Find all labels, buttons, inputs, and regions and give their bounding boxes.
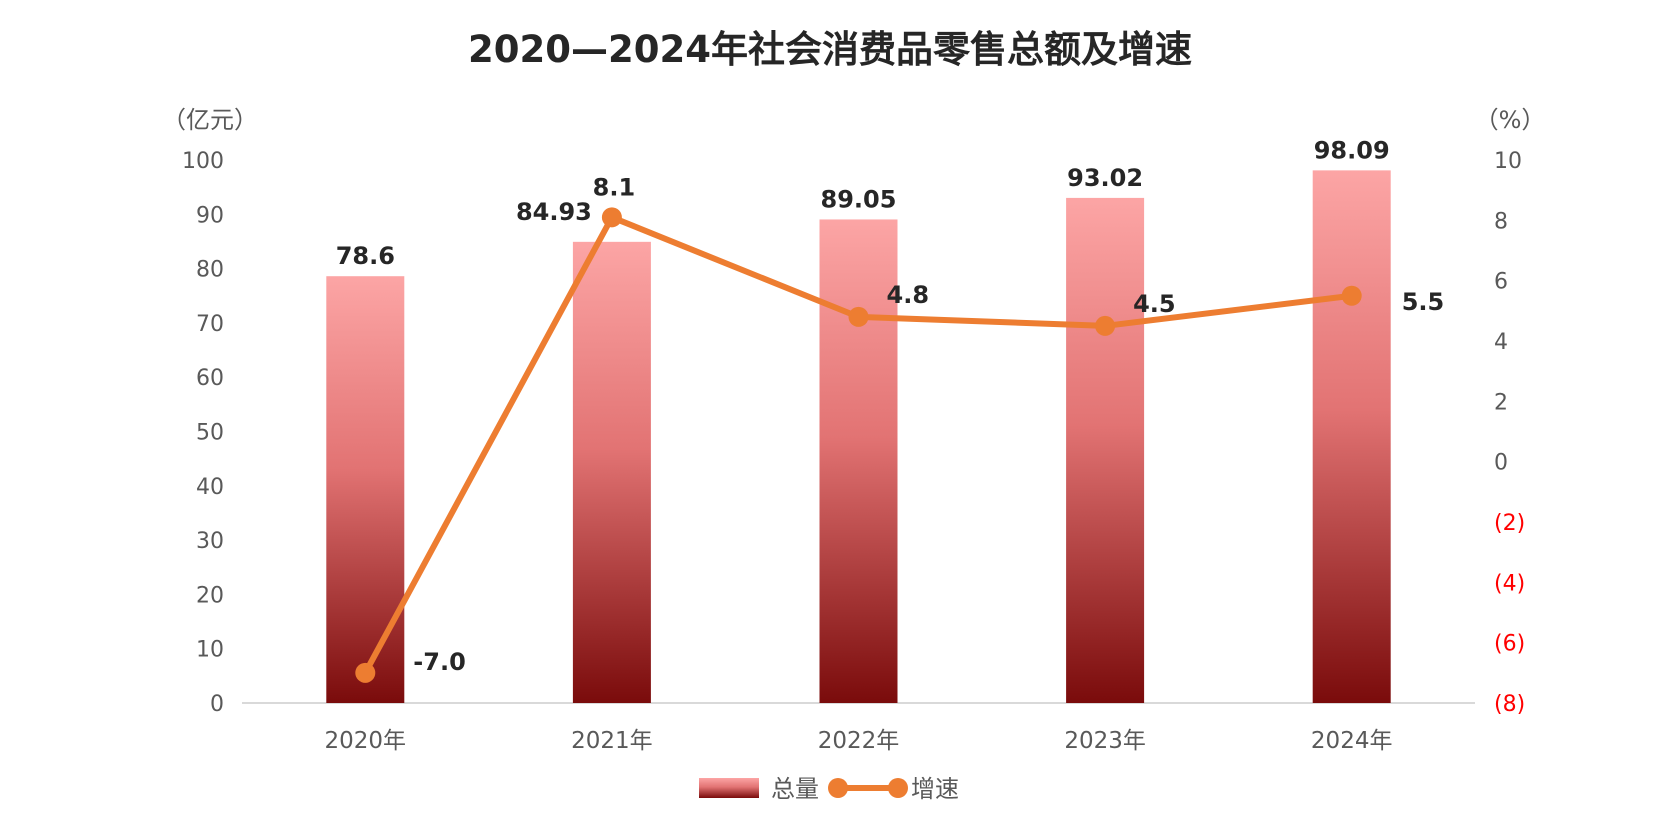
bar: [1066, 197, 1145, 703]
left-axis-tick: 70: [196, 312, 224, 337]
bar: [819, 219, 898, 703]
bar: [1312, 170, 1391, 703]
x-axis-tick: 2024年: [1311, 728, 1393, 754]
right-axis-tick: (4): [1494, 571, 1525, 596]
x-axis-tick: 2022年: [818, 728, 900, 754]
growth-point: [1095, 315, 1116, 336]
left-axis-tick: 0: [210, 692, 224, 717]
left-axis-tick: 90: [196, 203, 224, 228]
left-axis-tick: 30: [196, 529, 224, 554]
left-axis-tick: 60: [196, 366, 224, 391]
right-axis-tick: 2: [1494, 390, 1508, 415]
right-axis-tick: 6: [1494, 270, 1508, 295]
left-axis-tick: 10: [196, 638, 224, 663]
right-axis-tick: 0: [1494, 451, 1508, 476]
right-axis-tick: 4: [1494, 330, 1508, 355]
bar-value-label: 78.6: [336, 242, 395, 270]
left-axis-unit: （亿元）: [162, 106, 258, 134]
bar-value-label: 89.05: [821, 185, 897, 213]
bar-value-label: 84.93: [516, 198, 592, 226]
legend-label: 增速: [911, 775, 959, 803]
growth-value-label: 8.1: [593, 173, 636, 201]
x-axis-tick: 2023年: [1064, 728, 1146, 754]
growth-point: [848, 306, 869, 327]
growth-value-label: 4.5: [1133, 290, 1176, 318]
growth-value-label: -7.0: [413, 648, 465, 676]
legend-label: 总量: [771, 775, 819, 803]
left-axis-tick: 80: [196, 258, 224, 283]
legend-bar-swatch: [699, 778, 759, 798]
growth-point: [355, 662, 376, 683]
legend-line-marker: [888, 778, 908, 798]
left-axis-tick: 50: [196, 421, 224, 446]
right-axis-tick: (2): [1494, 511, 1525, 536]
right-axis-tick: (8): [1494, 692, 1525, 717]
chart-title: 2020—2024年社会消费品零售总额及增速: [468, 28, 1192, 71]
left-axis-tick: 20: [196, 583, 224, 608]
right-axis-tick: 10: [1494, 149, 1522, 174]
right-axis-tick: (6): [1494, 632, 1525, 657]
bar-value-label: 93.02: [1067, 164, 1143, 192]
left-axis-tick: 100: [182, 149, 224, 174]
right-axis-unit: （%）: [1475, 106, 1546, 134]
right-axis-tick: 8: [1494, 209, 1508, 234]
legend-line-marker: [828, 778, 848, 798]
growth-point: [1341, 285, 1362, 306]
growth-point: [601, 207, 622, 228]
bar: [326, 276, 405, 703]
left-axis-tick: 40: [196, 475, 224, 500]
bar: [572, 241, 651, 704]
x-axis-tick: 2020年: [325, 728, 407, 754]
bar-value-label: 98.09: [1314, 136, 1390, 164]
growth-value-label: 5.5: [1402, 288, 1445, 316]
growth-value-label: 4.8: [887, 281, 930, 309]
x-axis-tick: 2021年: [571, 728, 653, 754]
